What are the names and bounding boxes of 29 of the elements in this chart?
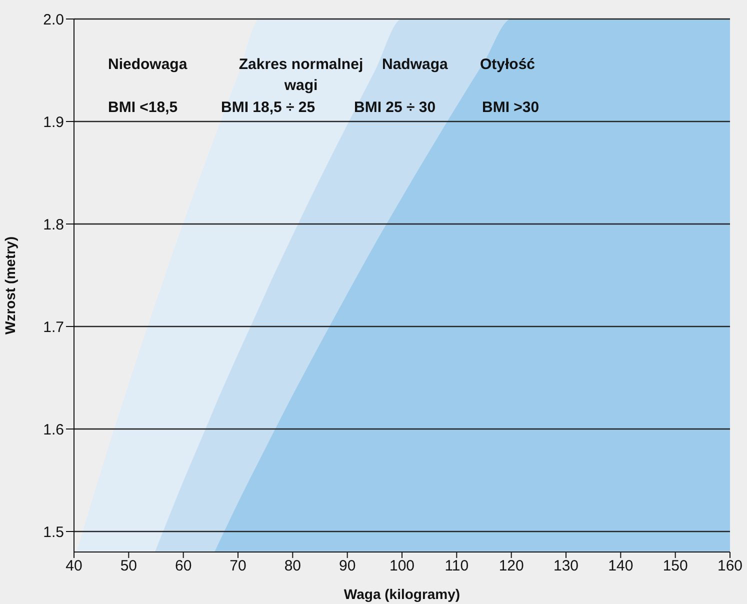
y-tick-label: 1.6	[43, 421, 64, 438]
x-axis-title: Waga (kilogramy)	[344, 586, 460, 602]
x-tick-label: 50	[120, 558, 138, 575]
y-tick-label: 1.5	[43, 524, 64, 541]
annotation: BMI 25 ÷ 30	[354, 99, 436, 116]
y-tick-label: 1.8	[43, 216, 64, 234]
x-tick-label: 40	[66, 558, 82, 575]
annotation: BMI 18,5 ÷ 25	[221, 99, 316, 116]
y-tick-label: 1.7	[43, 318, 64, 336]
x-tick-label: 90	[338, 558, 356, 575]
annotation: BMI <18,5	[108, 98, 179, 118]
x-tick-label: 80	[284, 558, 302, 575]
x-tick-label: 110	[444, 558, 469, 575]
x-tick-label: 130	[553, 558, 579, 575]
y-tick-label: 2.0	[43, 11, 64, 28]
x-tick-label: 140	[608, 558, 634, 575]
x-tick-label: 120	[498, 558, 524, 575]
x-tick-label: 160	[717, 558, 743, 575]
x-tick-label: 70	[230, 558, 246, 575]
annotation: Otyłość	[480, 55, 536, 75]
annotation: Nadwaga	[382, 56, 448, 73]
y-tick-label: 1.9	[43, 114, 64, 131]
x-tick-label: 100	[389, 558, 415, 575]
x-tick-label: 60	[174, 558, 192, 575]
y-axis-title: Wzrost (metry)	[2, 236, 18, 335]
annotation: BMI >30	[482, 98, 540, 118]
annotation: Zakres normalnej wagi	[238, 55, 364, 96]
annotation: Niedowaga	[108, 55, 188, 75]
x-tick-label: 150	[662, 558, 688, 575]
